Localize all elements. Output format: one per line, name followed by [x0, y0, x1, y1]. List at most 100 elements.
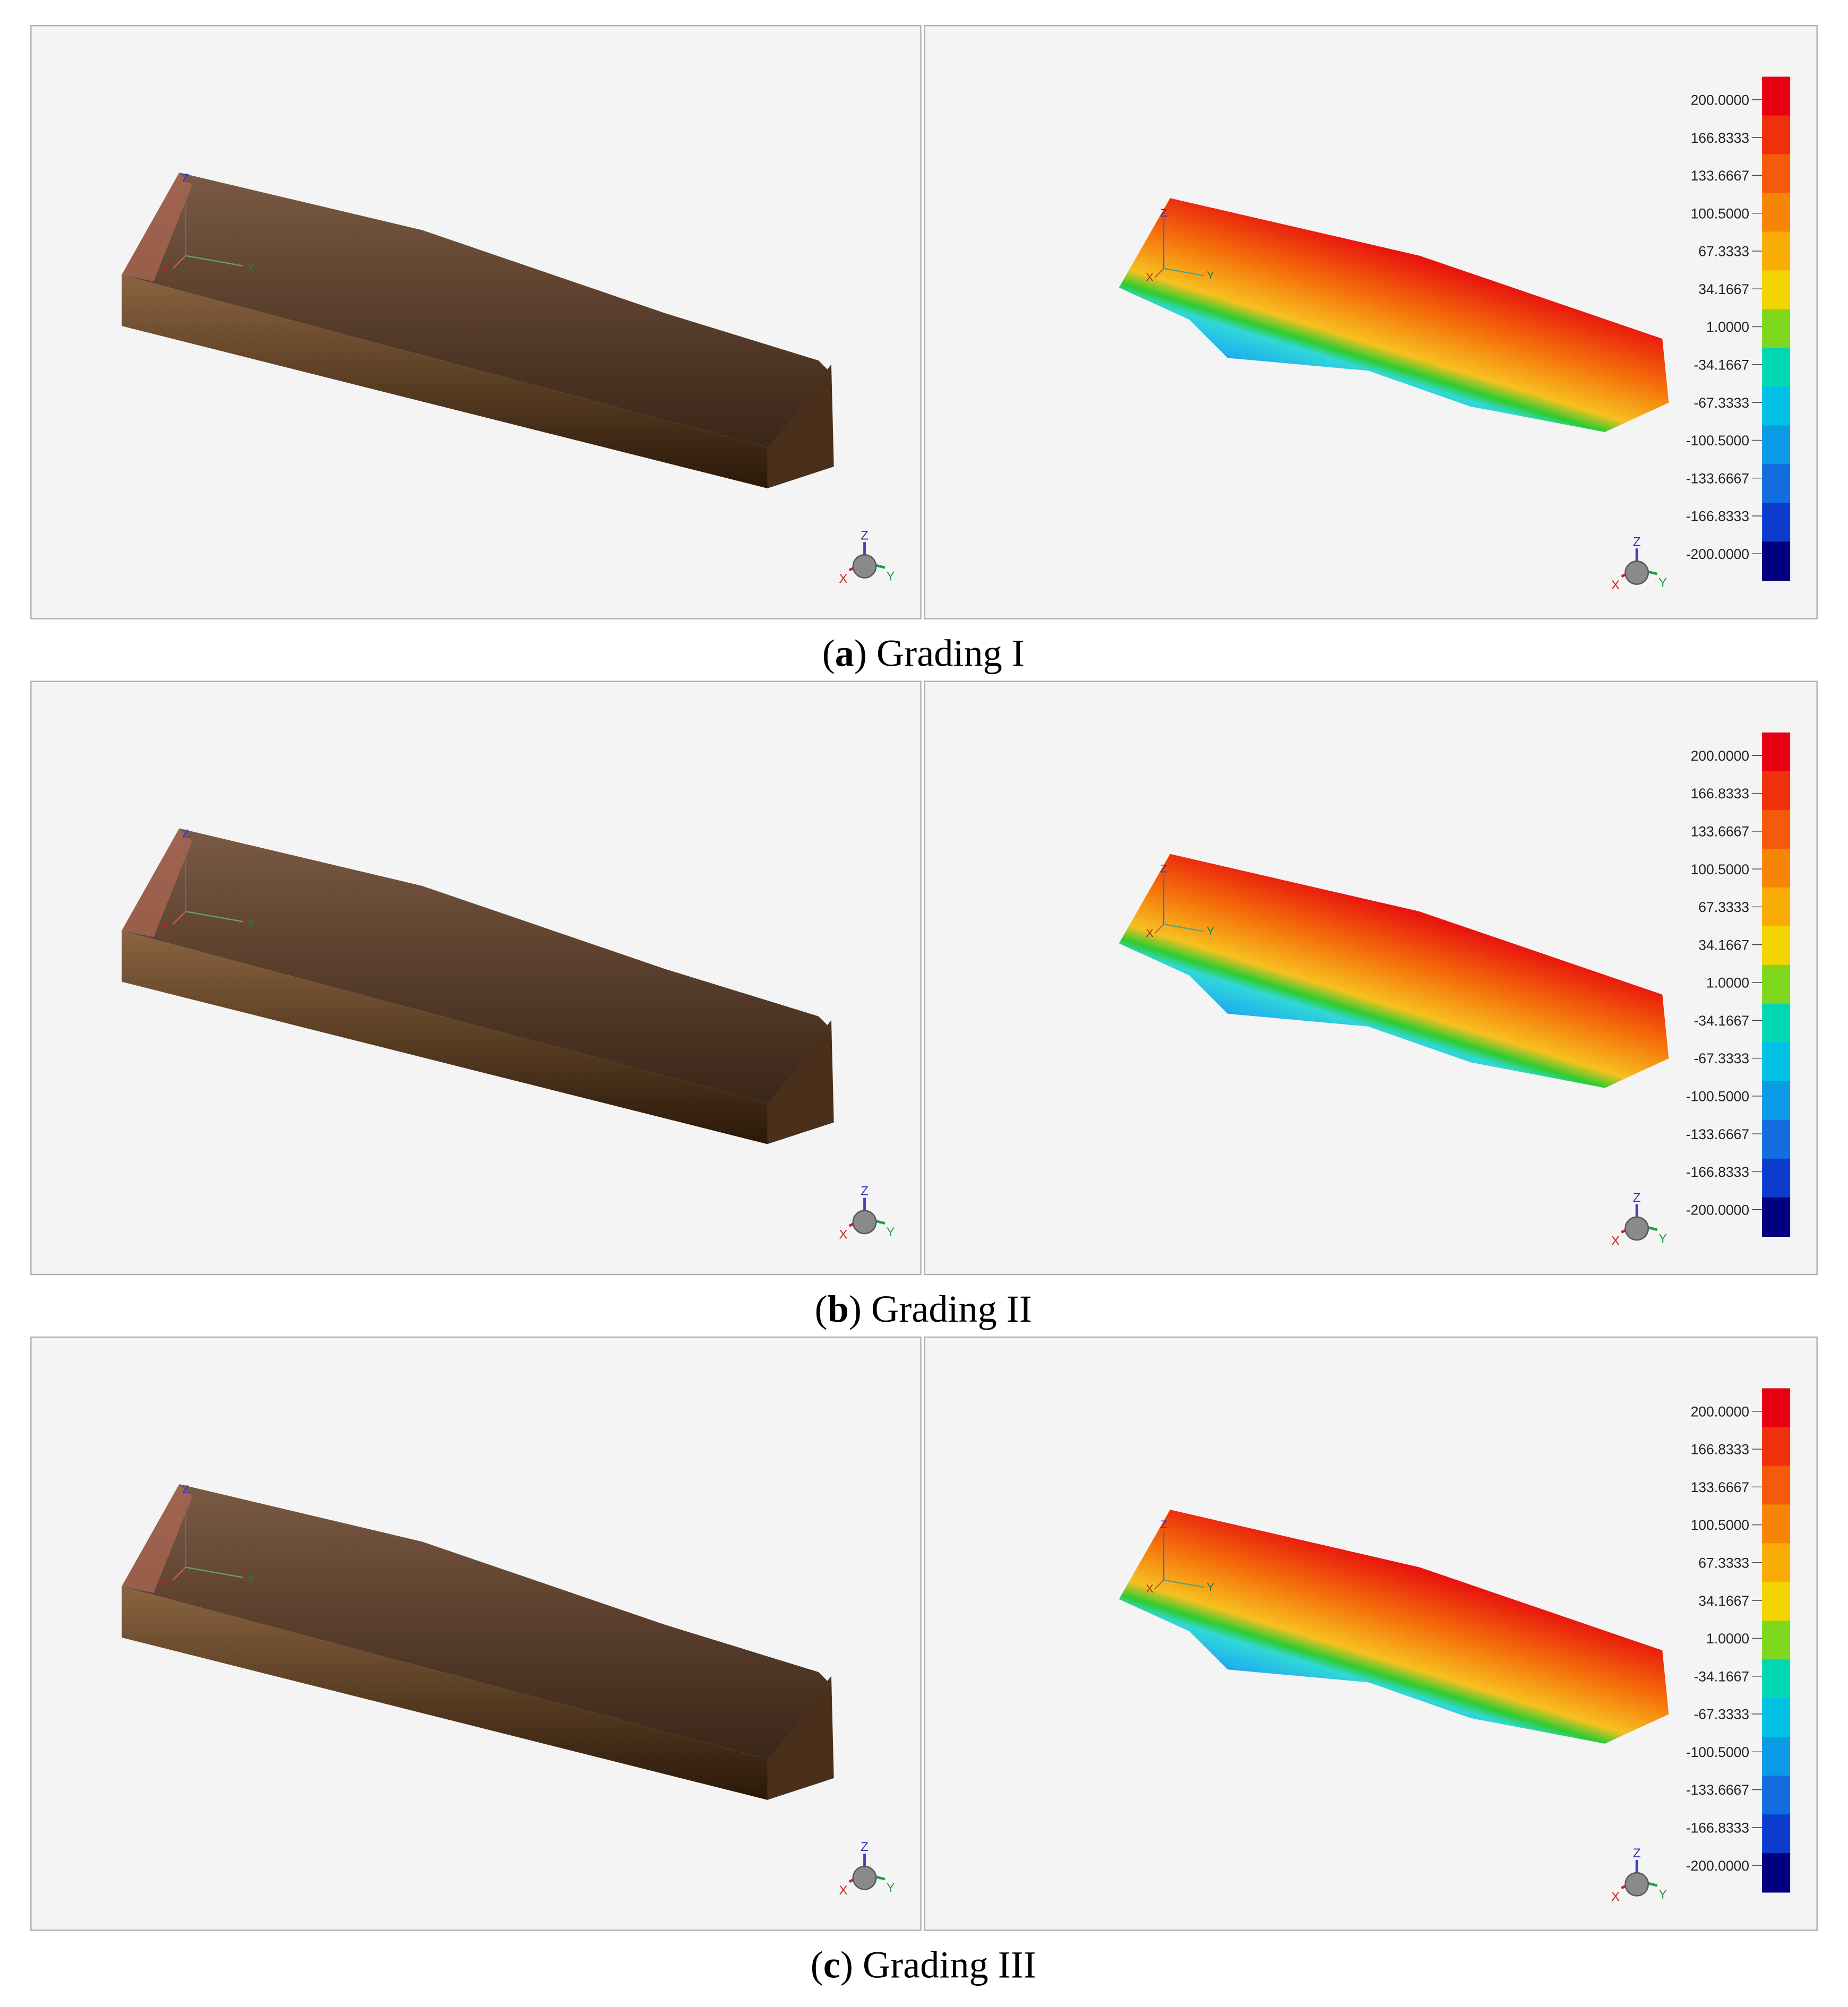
axis-y: [1163, 268, 1205, 277]
axis-label: Y: [247, 916, 254, 929]
colorbar-label: 67.3333: [1698, 244, 1749, 260]
colorbar-label: 100.5000: [1691, 1517, 1749, 1533]
colorbar-segment: [1762, 1776, 1791, 1815]
deviation-map: [1119, 1510, 1669, 1744]
colorbar-label: -166.8333: [1686, 1820, 1749, 1836]
panel-row: Z Y X Z Y X Z Y X Z Y X 200.0000 166.8333 133.6667 100.…: [30, 681, 1818, 1330]
colorbar-label: 1.0000: [1706, 1631, 1749, 1647]
colorbar-label: -166.8333: [1686, 1164, 1749, 1180]
colorbar-segment: [1762, 386, 1791, 426]
panel-row: Z Y X Z Y X Z Y X Z Y X 200.0000 166.8333 133.6667 100.…: [30, 1336, 1818, 1986]
specimen-side: [122, 931, 768, 1144]
gizmo-label: Z: [861, 1840, 869, 1854]
colorbar-segment: [1762, 154, 1791, 194]
colorbar-segment: [1762, 1737, 1791, 1777]
gizmo-label: Z: [861, 528, 869, 542]
caption: (c) Grading III: [811, 1944, 1036, 1986]
axis-label: Z: [1160, 1518, 1167, 1531]
gizmo-label: Z: [1633, 1191, 1641, 1205]
gizmo-label: Y: [886, 1225, 895, 1239]
colorbar-segment: [1762, 76, 1791, 116]
axis-label: Y: [247, 1572, 254, 1585]
specimen-top: [122, 828, 831, 1104]
colorbar-label: 200.0000: [1691, 1403, 1749, 1419]
axis-x: [172, 911, 186, 925]
deviation-map: [1119, 198, 1669, 432]
colorbar-label: -100.5000: [1686, 1088, 1749, 1104]
axis-label: X: [160, 919, 168, 932]
axis-label: Z: [182, 826, 189, 840]
colorbar-label: 34.1667: [1698, 937, 1749, 953]
axis-label: Y: [247, 261, 254, 274]
colorbar-label: -34.1667: [1694, 1668, 1749, 1684]
gizmo-ball: [1624, 1872, 1649, 1897]
gizmo-label: Y: [1658, 1887, 1667, 1901]
colorbar-segment: [1762, 926, 1791, 966]
specimen-end: [767, 1676, 834, 1800]
colorbar-label: -200.0000: [1686, 1202, 1749, 1218]
colorbar-label: -133.6667: [1686, 1782, 1749, 1798]
colorbar-segment: [1762, 115, 1791, 155]
axis-label: Y: [1207, 1580, 1214, 1593]
colorbar-label: -200.0000: [1686, 546, 1749, 562]
caption-part: ) Grading I: [854, 632, 1025, 675]
colorbar-segment: [1762, 1659, 1791, 1699]
colorbar-label: -100.5000: [1686, 433, 1749, 449]
colorbar-label: 166.8333: [1691, 1442, 1749, 1458]
colorbar-segment: [1762, 1582, 1791, 1622]
gizmo-ball: [1624, 561, 1649, 585]
gizmo-label: X: [839, 1883, 847, 1898]
colorbar-segment: [1762, 503, 1791, 542]
colorbar-label: -67.3333: [1694, 1050, 1749, 1066]
colorbar-segment: [1762, 964, 1791, 1005]
axis-x: [1154, 268, 1164, 278]
colorbar-segment: [1762, 541, 1791, 581]
axis-label: Y: [1207, 269, 1214, 282]
specimen-face: [122, 173, 192, 281]
gizmo-ball: [1624, 1216, 1649, 1241]
colorbar-label: 67.3333: [1698, 899, 1749, 915]
gizmo-label: X: [1611, 1234, 1620, 1248]
axis-x: [172, 1566, 186, 1581]
axis-y: [185, 910, 244, 923]
specimen-end: [767, 364, 834, 488]
gizmo-label: Y: [1658, 575, 1667, 590]
colorbar-segment: [1762, 809, 1791, 850]
axis-y: [185, 1566, 244, 1579]
axis-label: X: [160, 1574, 168, 1588]
specimen-end: [767, 1020, 834, 1144]
specimen-side: [122, 274, 768, 488]
colorbar-label: 200.0000: [1691, 748, 1749, 764]
axis-label: Z: [1160, 206, 1167, 219]
colorbar-label: 1.0000: [1706, 975, 1749, 991]
caption-part: a: [835, 632, 854, 675]
caption-part: (: [811, 1944, 823, 1986]
colorbar-segment: [1762, 1042, 1791, 1082]
colorbar-label: -200.0000: [1686, 1858, 1749, 1874]
axis-y: [1163, 1579, 1205, 1588]
colorbar-segment: [1762, 732, 1791, 772]
gizmo-label: X: [1611, 578, 1620, 592]
colorbar-segment: [1762, 1003, 1791, 1044]
colorbar-segment: [1762, 887, 1791, 927]
colorbar-segment: [1762, 1158, 1791, 1199]
gizmo-ball: [852, 1865, 877, 1890]
caption-part: (: [822, 632, 835, 675]
colorbar-segment: [1762, 231, 1791, 271]
specimen-face: [122, 1484, 192, 1593]
axis-x: [1154, 924, 1164, 934]
colorbar-label: 133.6667: [1691, 823, 1749, 839]
colorbar-label: 133.6667: [1691, 1479, 1749, 1495]
colorbar-label: 100.5000: [1691, 205, 1749, 221]
gizmo-ball: [852, 554, 877, 579]
colorbar-segment: [1762, 1119, 1791, 1160]
gizmo-label: Z: [1633, 535, 1641, 549]
gizmo-label: Y: [1658, 1231, 1667, 1246]
caption: (a) Grading I: [822, 632, 1025, 675]
colorbar-segment: [1762, 193, 1791, 232]
colorbar-label: -133.6667: [1686, 1126, 1749, 1142]
colorbar-label: -34.1667: [1694, 1013, 1749, 1029]
colorbar-label: -166.8333: [1686, 509, 1749, 524]
colorbar-label: 34.1667: [1698, 281, 1749, 297]
caption-part: ) Grading II: [849, 1288, 1032, 1330]
